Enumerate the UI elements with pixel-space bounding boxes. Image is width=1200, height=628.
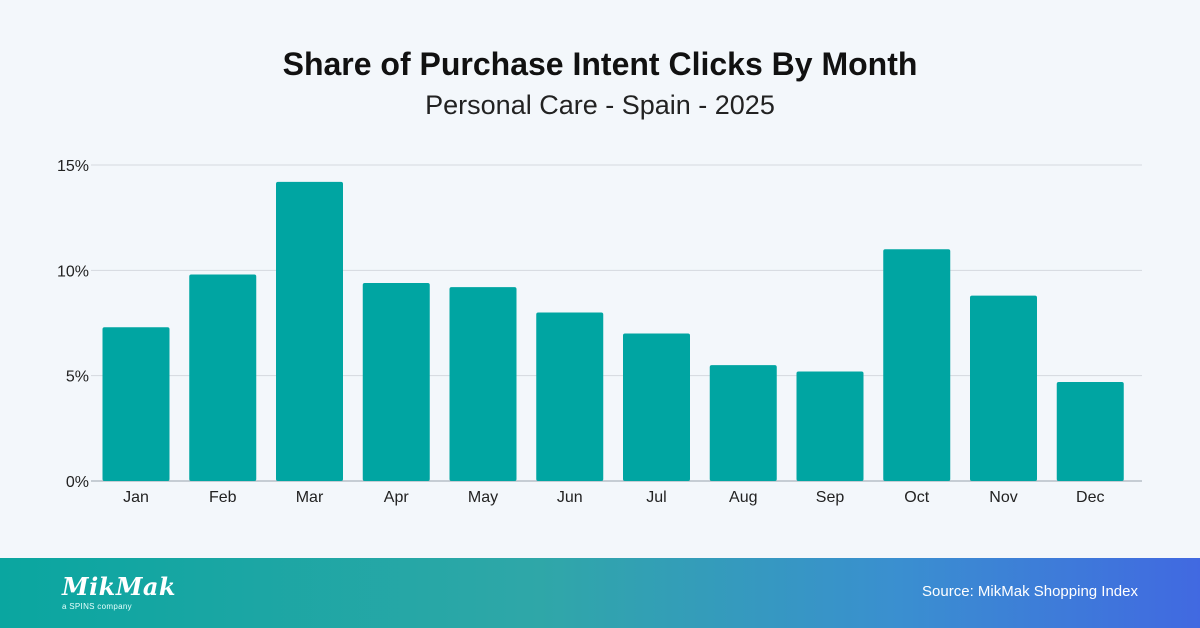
bar bbox=[449, 287, 517, 481]
y-tick-label: 5% bbox=[66, 369, 89, 386]
x-tick-label: Oct bbox=[904, 489, 929, 506]
y-tick-label: 15% bbox=[57, 158, 89, 175]
y-tick-label: 10% bbox=[57, 263, 89, 280]
chart-subtitle: Personal Care - Spain - 2025 bbox=[425, 90, 775, 120]
x-tick-label: Nov bbox=[989, 489, 1017, 506]
x-tick-label: Mar bbox=[296, 489, 324, 506]
x-tick-label: Jul bbox=[646, 489, 666, 506]
x-tick-label: Jan bbox=[123, 489, 149, 506]
x-tick-label: May bbox=[468, 489, 498, 506]
footer-banner: MikMak a SPINS company Source: MikMak Sh… bbox=[0, 558, 1200, 628]
logo-tagline: a SPINS company bbox=[62, 602, 132, 611]
x-tick-label: Dec bbox=[1076, 489, 1104, 506]
bar bbox=[362, 282, 430, 481]
bar bbox=[623, 333, 690, 481]
x-tick-label: Aug bbox=[729, 489, 757, 506]
y-tick-label: 0% bbox=[66, 474, 89, 491]
x-tick-label: Feb bbox=[209, 489, 237, 506]
x-tick-label: Sep bbox=[816, 489, 845, 506]
mikmak-logo: MikMak bbox=[62, 572, 177, 601]
x-tick-label: Jun bbox=[557, 489, 583, 506]
bar-chart: 0% 5% 10% 15% Jan Feb Mar Apr May Jun Jul Aug Sep Oct… bbox=[57, 158, 1142, 506]
bar bbox=[1056, 381, 1124, 481]
bar bbox=[883, 249, 951, 481]
bar bbox=[102, 327, 170, 481]
bar bbox=[189, 274, 257, 481]
x-tick-label: Apr bbox=[384, 489, 410, 506]
source-note: Source: MikMak Shopping Index bbox=[922, 583, 1138, 600]
chart-title: Share of Purchase Intent Clicks By Month bbox=[282, 46, 918, 82]
bar bbox=[536, 312, 604, 481]
bar bbox=[970, 295, 1037, 481]
bar bbox=[796, 371, 864, 481]
bar bbox=[709, 365, 777, 481]
bar bbox=[276, 181, 343, 481]
